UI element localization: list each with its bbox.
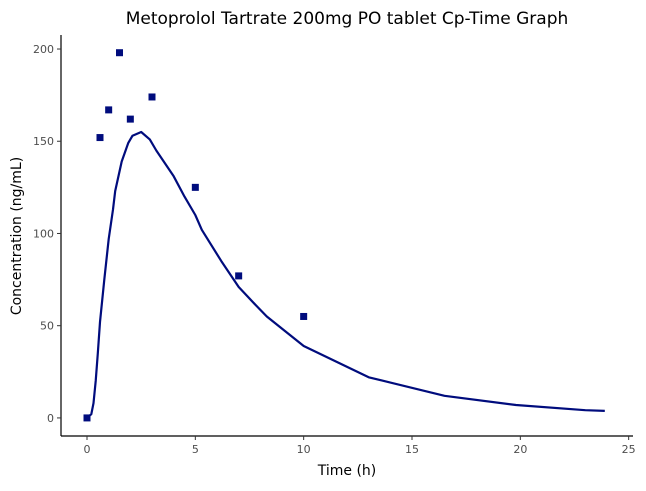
data-point <box>191 183 199 191</box>
data-point <box>300 312 308 320</box>
x-tick-label: 25 <box>622 443 636 456</box>
x-tick-label: 5 <box>192 443 199 456</box>
data-point <box>126 115 134 123</box>
x-axis-label: Time (h) <box>317 463 377 479</box>
x-tick-label: 15 <box>405 443 419 456</box>
x-tick-label: 20 <box>513 443 527 456</box>
fitted-curve <box>86 130 605 419</box>
x-tick-label: 0 <box>84 443 91 456</box>
data-point <box>148 93 156 101</box>
data-point <box>83 414 91 422</box>
data-point <box>235 272 243 280</box>
data-point <box>105 106 113 114</box>
data-point <box>116 49 123 57</box>
y-tick-label: 150 <box>33 135 54 148</box>
y-tick-label: 100 <box>33 227 54 240</box>
y-axis-label: Concentration (ng/mL) <box>9 157 25 315</box>
x-tick-label: 10 <box>297 443 311 456</box>
chart-title: Metoprolol Tartrate 200mg PO tablet Cp-T… <box>126 9 569 29</box>
data-point <box>96 134 104 142</box>
y-tick-label: 200 <box>33 43 54 56</box>
y-tick-label: 0 <box>47 412 54 425</box>
y-tick-label: 50 <box>40 320 54 333</box>
